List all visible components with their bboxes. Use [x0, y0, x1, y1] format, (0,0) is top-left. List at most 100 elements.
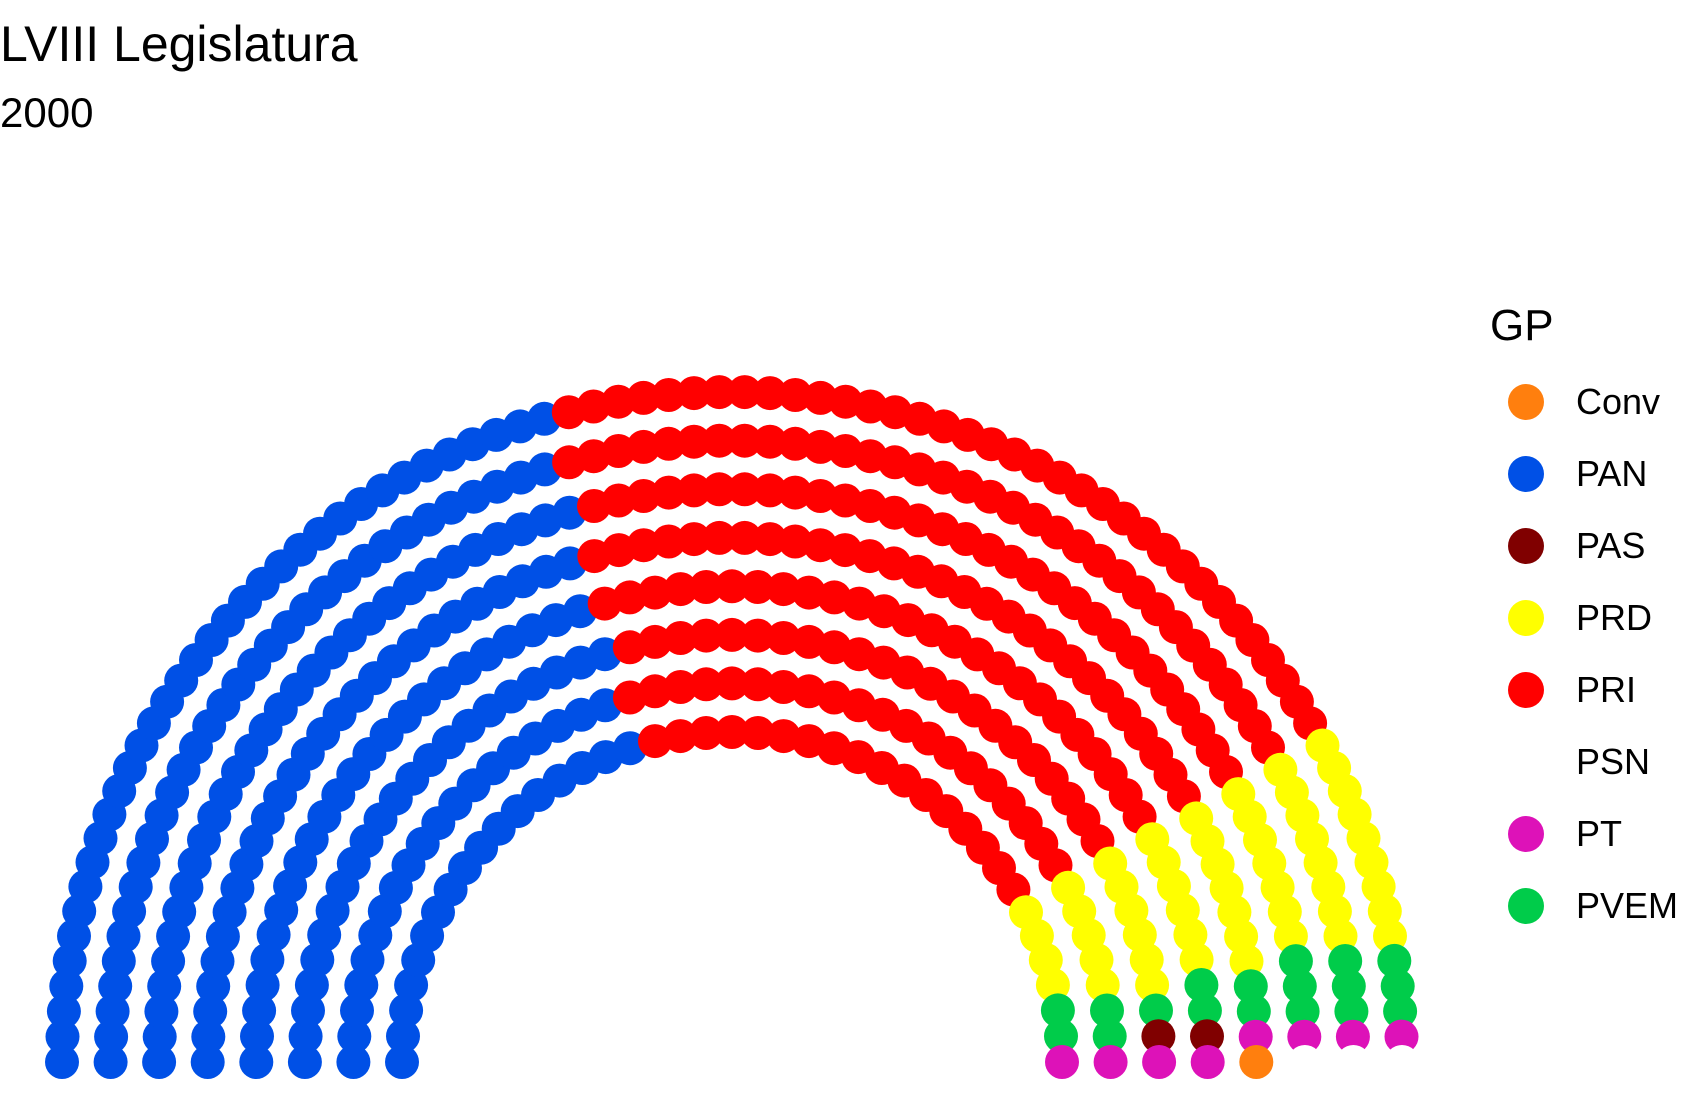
seat-pri: [792, 575, 826, 610]
seat-pan: [245, 968, 280, 1002]
seat-pan: [288, 1019, 323, 1054]
legend-item-psn: PSN: [1490, 726, 1678, 798]
seat-pri: [753, 376, 787, 411]
seat-pas: [1141, 1019, 1176, 1054]
seat-pt: [1190, 1045, 1225, 1079]
seat-pri: [778, 426, 813, 461]
legend-item-pvem: PVEM: [1490, 870, 1678, 942]
seat-pri: [740, 618, 775, 653]
seat-pri: [766, 670, 801, 704]
seat-prd: [1085, 968, 1120, 1002]
seat-pt: [1335, 1019, 1370, 1054]
legend-key-psn: [1508, 744, 1544, 780]
seat-pvem: [1187, 993, 1222, 1028]
seat-pri: [702, 375, 737, 410]
seat-pan: [242, 993, 277, 1028]
seat-pri: [766, 621, 801, 655]
legend-item-pas: PAS: [1490, 510, 1678, 582]
seat-pvem: [1334, 994, 1369, 1029]
seat-pan: [389, 993, 424, 1028]
seat-pan: [239, 1045, 274, 1079]
seat-pan: [45, 1045, 79, 1079]
seat-pan: [144, 994, 179, 1029]
seat-pri: [626, 479, 661, 513]
seat-pt: [1045, 1045, 1079, 1079]
seat-pri: [803, 429, 838, 464]
seat-pvem: [1092, 1019, 1127, 1054]
seat-pvem: [1285, 994, 1320, 1029]
legend-key-pan: [1508, 456, 1544, 492]
seat-psn: [1287, 1045, 1322, 1079]
seat-pri: [689, 618, 724, 653]
seat-pri: [727, 472, 762, 507]
seat-pri: [626, 380, 661, 415]
seat-pan: [340, 993, 374, 1028]
seat-pri: [651, 426, 686, 461]
seat-pvem: [1383, 994, 1418, 1029]
seat-pri: [626, 528, 661, 563]
seat-pvem: [1278, 944, 1313, 979]
seat-pri: [638, 624, 672, 659]
seat-pt: [1287, 1019, 1322, 1054]
seat-pri: [689, 667, 724, 702]
seat-pan: [95, 994, 130, 1029]
legend-item-prd: PRD: [1490, 582, 1678, 654]
seat-pvem: [1328, 944, 1363, 978]
seat-psn: [1336, 1045, 1371, 1079]
legend-label: PAS: [1576, 525, 1646, 566]
seat-pan: [193, 994, 228, 1029]
seat-pri: [626, 429, 661, 464]
seat-pan: [94, 1019, 129, 1054]
seat-pri: [612, 580, 647, 615]
seat-pri: [753, 522, 787, 557]
legend-key-pvem: [1508, 888, 1544, 924]
seat-pri: [651, 378, 686, 412]
legend-label: PSN: [1576, 741, 1651, 782]
legend-item-pri: PRI: [1490, 654, 1678, 726]
seat-prd: [1135, 968, 1170, 1002]
seat-pvem: [1090, 993, 1124, 1028]
seat-pri: [727, 520, 762, 555]
seat-pan: [190, 1045, 225, 1079]
seat-pan: [142, 1019, 177, 1054]
seat-pan: [385, 1045, 419, 1079]
seat-pvem: [1282, 969, 1317, 1004]
seat-conv: [1239, 1045, 1274, 1079]
seat-pri: [803, 380, 838, 415]
seat-pri: [677, 522, 711, 557]
seat-pan: [142, 1045, 177, 1079]
seat-pvem: [1377, 943, 1412, 978]
legend-item-pan: PAN: [1490, 438, 1678, 510]
seat-pri: [778, 475, 813, 510]
seat-pri: [601, 384, 636, 419]
seat-prd: [1179, 942, 1214, 977]
legend-items: Conv PAN PAS PRD PRI PSN PT PVEM: [1490, 366, 1678, 942]
seat-pan: [337, 1019, 372, 1054]
seat-pt: [1238, 1019, 1273, 1054]
seat-pri: [638, 724, 672, 759]
seat-pri: [663, 670, 698, 704]
seat-psn: [1385, 1045, 1419, 1079]
seat-pt: [1093, 1045, 1128, 1079]
seat-pvem: [1044, 1019, 1078, 1054]
seat-pri: [677, 424, 711, 459]
legend-label: PT: [1576, 813, 1623, 854]
seat-pri: [651, 475, 686, 510]
legend-label: Conv: [1576, 381, 1661, 422]
legend-key-pt: [1508, 816, 1544, 852]
seat-pri: [715, 569, 749, 604]
seat-pvem: [1184, 968, 1219, 1002]
seat-pt: [1384, 1019, 1419, 1054]
seat-pri: [702, 423, 737, 458]
seat-pri: [778, 524, 813, 559]
seat-pan: [45, 1019, 80, 1054]
seat-pvem: [1236, 994, 1271, 1029]
seat-pri: [727, 375, 762, 410]
seat-pt: [1142, 1045, 1177, 1079]
seat-pas: [1190, 1019, 1224, 1054]
legend-label: PRD: [1576, 597, 1653, 638]
chart-title: LVIII Legislatura: [0, 16, 358, 72]
seat-pri: [753, 424, 787, 459]
seat-pri: [689, 570, 724, 604]
seat-pri: [663, 572, 698, 607]
